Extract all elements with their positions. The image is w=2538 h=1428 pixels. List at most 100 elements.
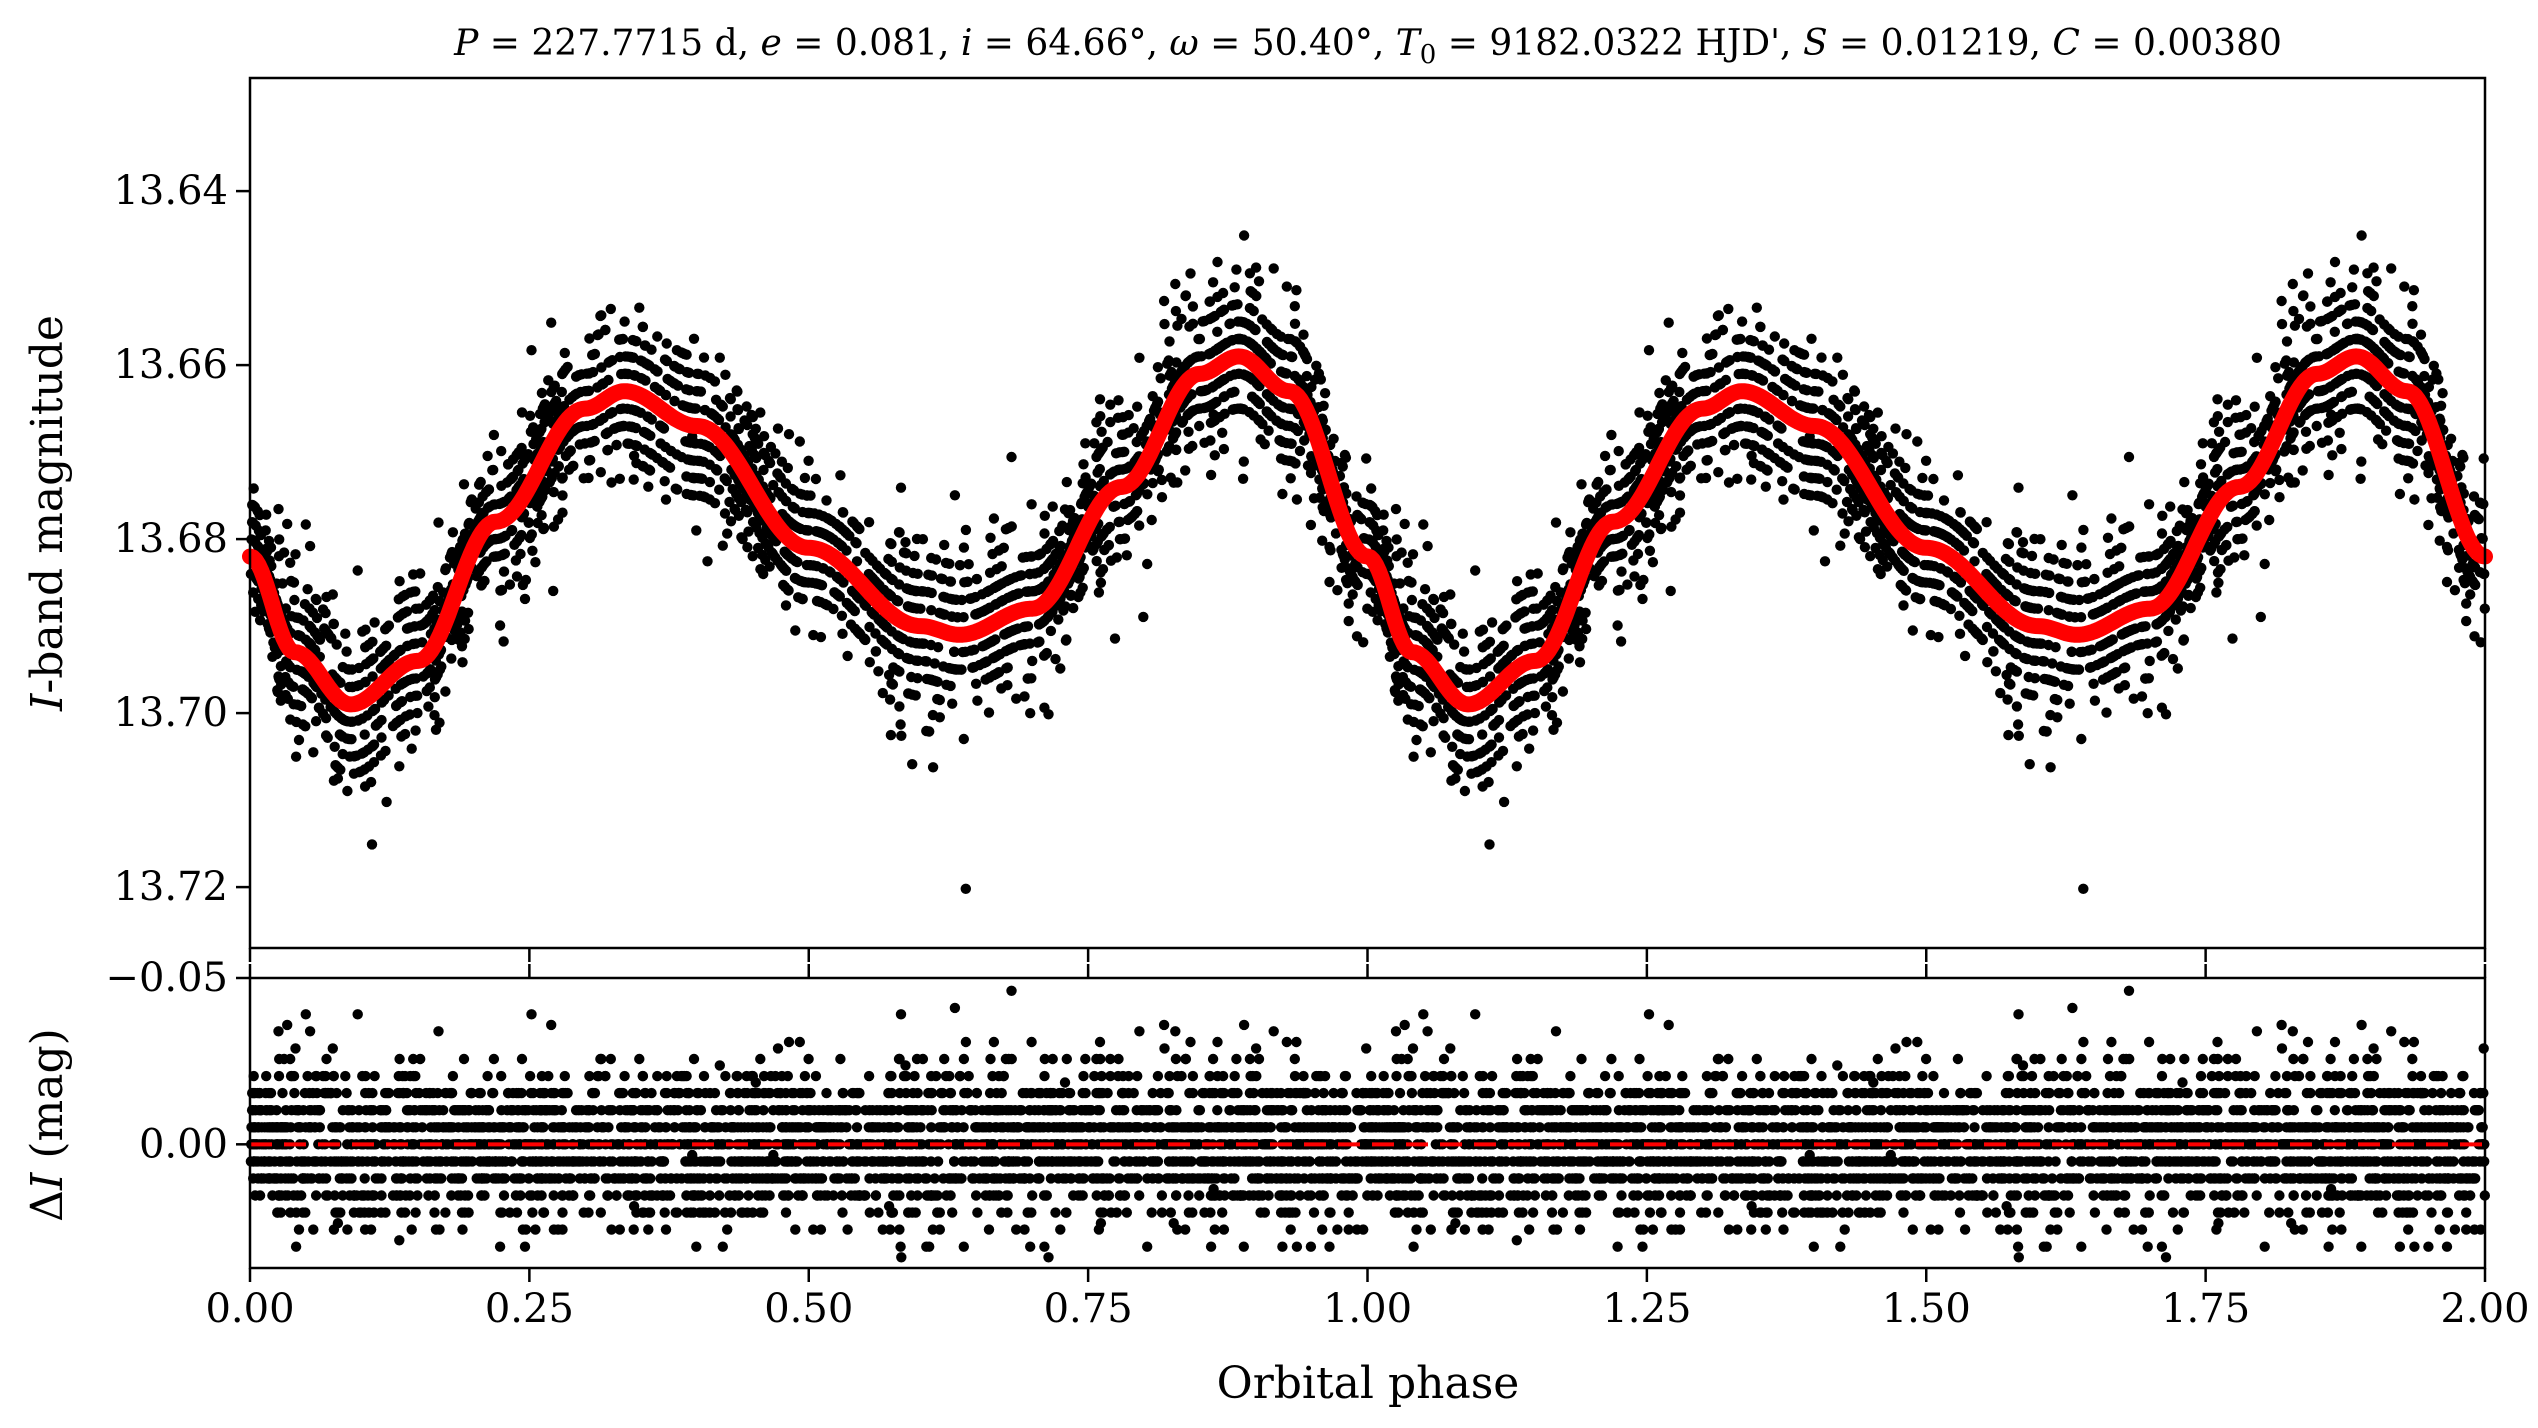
- data-point: [1027, 655, 1038, 667]
- data-point: [583, 472, 594, 484]
- data-point: [300, 519, 311, 530]
- data-point: [2323, 469, 2334, 481]
- data-point: [602, 444, 614, 456]
- data-point: [998, 542, 1009, 554]
- data-point: [1198, 385, 1209, 397]
- data-point: [1900, 462, 1911, 474]
- data-point: [1199, 437, 1210, 448]
- data-point: [1146, 514, 1157, 526]
- data-point: [575, 421, 586, 433]
- data-point: [502, 459, 514, 470]
- data-point: [614, 473, 625, 484]
- data-point: [434, 664, 446, 675]
- data-point: [1391, 551, 1402, 562]
- data-point: [2361, 406, 2372, 418]
- data-point: [455, 627, 466, 638]
- data-point: [1311, 360, 1322, 371]
- data-point: [288, 577, 300, 588]
- data-point: [2079, 576, 2091, 587]
- data-point: [985, 532, 996, 543]
- data-point: [600, 428, 611, 440]
- data-point: [1104, 521, 1116, 533]
- data-point: [1760, 481, 1772, 492]
- data-point: [683, 367, 695, 378]
- data-point: [1002, 680, 1013, 691]
- data-point: [2120, 662, 2131, 673]
- data-point: [519, 593, 531, 605]
- data-point: [2302, 268, 2314, 279]
- data-point: [750, 423, 761, 434]
- data-point: [1066, 589, 1077, 601]
- data-point: [960, 883, 971, 894]
- data-point: [746, 445, 758, 456]
- data-point: [2412, 445, 2423, 457]
- data-point: [885, 538, 896, 549]
- data-point: [1131, 436, 1142, 448]
- data-point: [1231, 264, 1242, 275]
- data-point: [926, 605, 937, 616]
- data-point: [1217, 375, 1229, 386]
- data-point: [958, 733, 969, 745]
- data-point: [2407, 301, 2418, 312]
- data-point: [989, 652, 1000, 663]
- data-point: [589, 348, 601, 360]
- data-point: [1654, 387, 1665, 399]
- data-point: [494, 620, 506, 631]
- data-point: [949, 646, 960, 657]
- data-point: [559, 347, 570, 359]
- data-point: [903, 601, 914, 612]
- data-point: [803, 455, 814, 466]
- data-point: [352, 715, 364, 726]
- data-point: [402, 640, 413, 651]
- data-point: [423, 701, 434, 712]
- data-point: [495, 498, 506, 509]
- data-point: [275, 661, 287, 672]
- data-point: [1095, 411, 1106, 422]
- data-point: [895, 482, 907, 493]
- data-point: [583, 368, 594, 379]
- data-point: [2423, 467, 2434, 479]
- data-point: [2393, 331, 2404, 342]
- data-point: [717, 540, 728, 551]
- data-point: [698, 352, 710, 363]
- data-point: [2118, 524, 2129, 535]
- data-point: [1511, 576, 1523, 587]
- data-point: [1670, 514, 1681, 525]
- data-point: [1000, 628, 1011, 640]
- data-point: [1218, 304, 1230, 315]
- data-point: [945, 680, 956, 692]
- data-point: [589, 435, 600, 447]
- data-point: [1029, 568, 1041, 579]
- data-point: [1099, 544, 1110, 555]
- data-point: [2066, 646, 2077, 657]
- data-point: [956, 664, 967, 675]
- data-point: [2478, 568, 2489, 579]
- data-point: [394, 761, 405, 772]
- data-point: [673, 363, 684, 374]
- data-point: [380, 624, 391, 635]
- data-point: [1418, 519, 1429, 530]
- data-point: [2348, 264, 2360, 275]
- data-point: [433, 517, 444, 528]
- data-point: [2304, 440, 2315, 452]
- data-point: [988, 513, 1000, 524]
- data-point: [1212, 256, 1223, 268]
- data-point: [328, 775, 340, 786]
- data-point: [622, 438, 633, 449]
- data-point: [595, 467, 606, 478]
- data-point: [1637, 593, 1648, 605]
- data-point: [637, 356, 648, 367]
- data-point: [1105, 468, 1117, 479]
- data-point: [1034, 619, 1045, 630]
- data-point: [1298, 329, 1309, 340]
- data-point: [440, 563, 452, 574]
- data-point: [954, 560, 966, 571]
- data-point: [1219, 408, 1230, 419]
- data-point: [1156, 492, 1168, 503]
- data-point: [410, 603, 422, 614]
- data-point: [1277, 488, 1288, 500]
- data-point: [1002, 662, 1013, 673]
- data-point: [900, 565, 912, 576]
- data-point: [310, 716, 322, 727]
